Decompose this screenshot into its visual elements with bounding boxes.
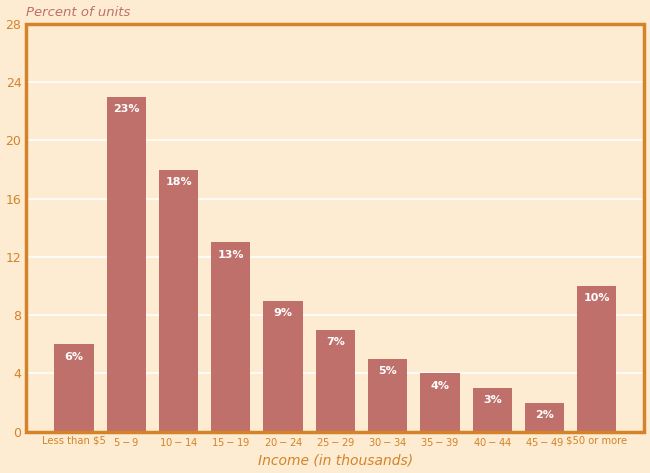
Bar <box>316 330 355 432</box>
Text: 4%: 4% <box>430 381 449 391</box>
Bar <box>263 301 303 432</box>
Text: 18%: 18% <box>165 177 192 187</box>
Bar <box>525 403 564 432</box>
Text: 10%: 10% <box>584 293 610 303</box>
Text: 7%: 7% <box>326 337 344 347</box>
Text: 9%: 9% <box>274 308 292 318</box>
Text: 2%: 2% <box>535 410 554 420</box>
Bar <box>421 374 460 432</box>
X-axis label: Income (in thousands): Income (in thousands) <box>258 454 413 467</box>
Bar <box>55 344 94 432</box>
Bar <box>211 242 250 432</box>
Bar <box>368 359 408 432</box>
Bar <box>159 169 198 432</box>
Text: 5%: 5% <box>378 366 397 376</box>
Text: 23%: 23% <box>113 104 140 114</box>
Bar <box>577 286 616 432</box>
Text: 13%: 13% <box>218 250 244 260</box>
Bar <box>107 96 146 432</box>
Text: 6%: 6% <box>64 351 83 362</box>
Text: Percent of units: Percent of units <box>26 6 131 18</box>
Text: 3%: 3% <box>483 395 502 405</box>
Bar <box>473 388 512 432</box>
